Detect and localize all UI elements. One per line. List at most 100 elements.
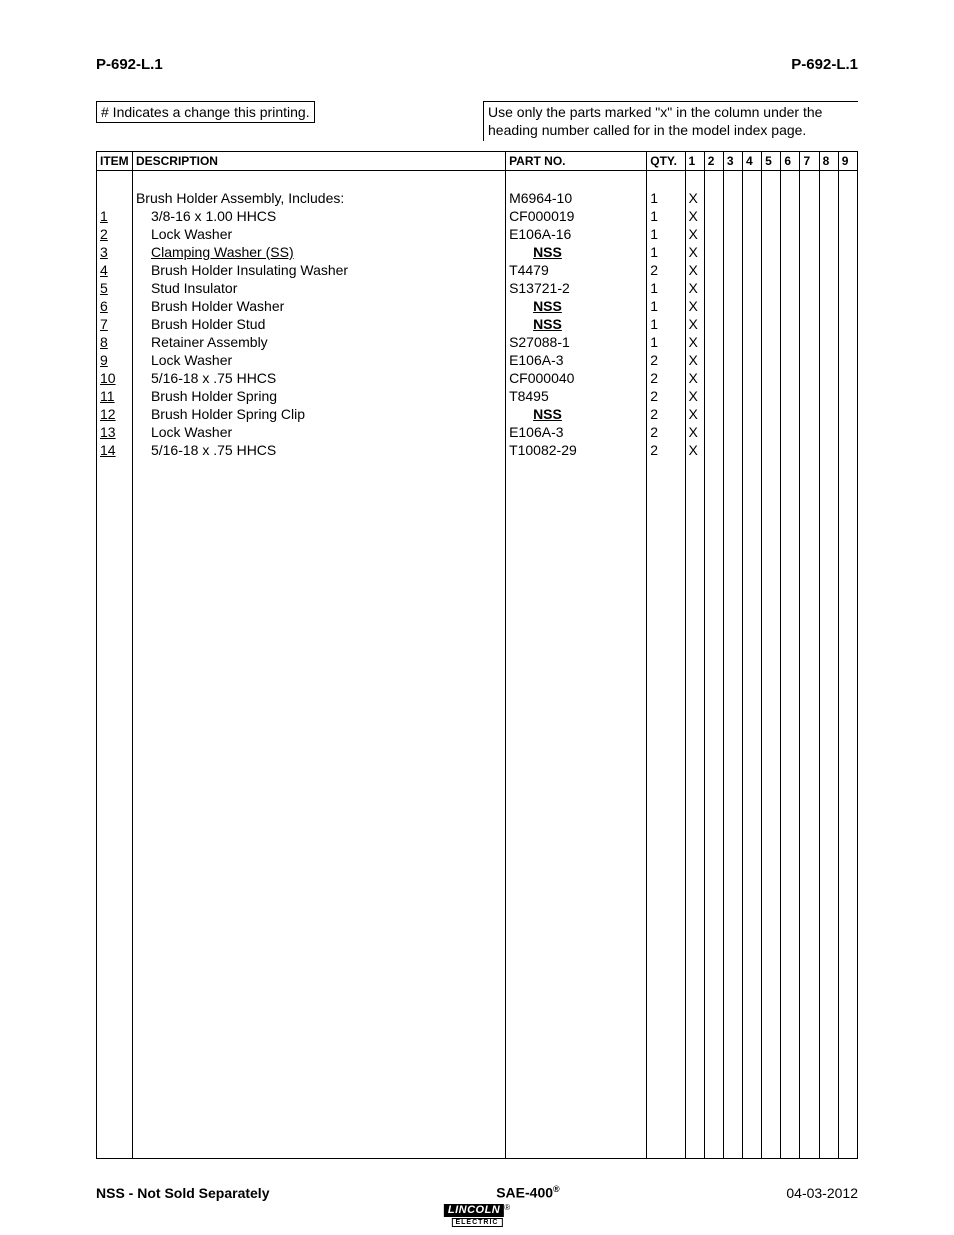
cell-mark <box>704 387 723 405</box>
cell-mark: X <box>685 261 704 279</box>
cell-mark <box>743 261 762 279</box>
cell-mark <box>838 333 857 351</box>
cell-mark <box>838 441 857 459</box>
col-3: 3 <box>723 152 742 171</box>
filler-cell <box>743 459 762 1159</box>
cell-mark <box>781 387 800 405</box>
cell-mark <box>743 279 762 297</box>
cell-item: 2 <box>97 225 133 243</box>
cell-mark <box>743 351 762 369</box>
cell-mark <box>819 405 838 423</box>
cell-mark <box>743 207 762 225</box>
filler-cell <box>97 459 133 1159</box>
cell-part-no: S27088-1 <box>506 333 647 351</box>
cell-mark <box>743 405 762 423</box>
cell-qty: 1 <box>647 333 685 351</box>
cell-mark <box>838 423 857 441</box>
cell-mark <box>838 369 857 387</box>
cell-mark <box>838 189 857 207</box>
cell-part-no: NSS <box>506 405 647 423</box>
cell-mark <box>743 297 762 315</box>
cell-part-no: NSS <box>506 297 647 315</box>
table-row: 13Lock WasherE106A-32X <box>97 423 858 441</box>
cell-mark <box>781 441 800 459</box>
cell-description: 5/16-18 x .75 HHCS <box>132 441 505 459</box>
col-7: 7 <box>800 152 819 171</box>
cell-mark <box>800 261 819 279</box>
cell-qty: 2 <box>647 387 685 405</box>
cell-mark <box>762 351 781 369</box>
cell-description: 5/16-18 x .75 HHCS <box>132 369 505 387</box>
cell-mark <box>762 423 781 441</box>
cell-item: 10 <box>97 369 133 387</box>
cell-mark <box>819 243 838 261</box>
cell-item: 6 <box>97 297 133 315</box>
cell-description: Stud Insulator <box>132 279 505 297</box>
cell-mark: X <box>685 243 704 261</box>
cell-mark <box>838 261 857 279</box>
cell-mark <box>723 189 742 207</box>
table-row: 3Clamping Washer (SS)NSS1X <box>97 243 858 261</box>
cell-mark <box>704 405 723 423</box>
cell-item: 14 <box>97 441 133 459</box>
footer-model: SAE-400® <box>496 1184 559 1201</box>
cell-mark <box>781 351 800 369</box>
cell-description: Brush Holder Stud <box>132 315 505 333</box>
cell-mark <box>762 369 781 387</box>
cell-part-no: CF000019 <box>506 207 647 225</box>
col-1: 1 <box>685 152 704 171</box>
footer-model-text: SAE-400 <box>496 1185 553 1201</box>
cell-mark: X <box>685 297 704 315</box>
cell-part-no: NSS <box>506 315 647 333</box>
table-row: 4Brush Holder Insulating WasherT44792X <box>97 261 858 279</box>
notes-row: # Indicates a change this printing. Use … <box>96 101 858 141</box>
cell-mark <box>781 423 800 441</box>
filler-cell <box>800 459 819 1159</box>
cell-mark <box>838 279 857 297</box>
cell-item: 9 <box>97 351 133 369</box>
cell-mark <box>819 387 838 405</box>
cell-qty: 1 <box>647 225 685 243</box>
cell-qty: 2 <box>647 441 685 459</box>
filler-cell <box>781 459 800 1159</box>
cell-mark <box>800 189 819 207</box>
cell-qty: 2 <box>647 261 685 279</box>
cell-qty: 1 <box>647 279 685 297</box>
cell-mark <box>743 387 762 405</box>
table-row: 13/8-16 x 1.00 HHCSCF0000191X <box>97 207 858 225</box>
cell-description: Lock Washer <box>132 225 505 243</box>
cell-description: Brush Holder Washer <box>132 297 505 315</box>
cell-mark <box>800 243 819 261</box>
cell-mark <box>819 315 838 333</box>
cell-mark <box>819 441 838 459</box>
cell-description: Brush Holder Spring <box>132 387 505 405</box>
cell-mark <box>704 225 723 243</box>
cell-mark <box>762 261 781 279</box>
cell-item: 12 <box>97 405 133 423</box>
cell-description: 3/8-16 x 1.00 HHCS <box>132 207 505 225</box>
cell-mark <box>819 279 838 297</box>
table-row: 2Lock WasherE106A-161X <box>97 225 858 243</box>
cell-mark <box>762 387 781 405</box>
cell-mark <box>781 261 800 279</box>
cell-mark: X <box>685 189 704 207</box>
col-part: PART NO. <box>506 152 647 171</box>
cell-mark <box>781 207 800 225</box>
cell-mark <box>723 297 742 315</box>
cell-mark <box>800 315 819 333</box>
cell-mark <box>723 261 742 279</box>
cell-mark <box>704 441 723 459</box>
cell-mark <box>781 279 800 297</box>
cell-mark: X <box>685 369 704 387</box>
col-6: 6 <box>781 152 800 171</box>
cell-mark <box>704 189 723 207</box>
col-4: 4 <box>743 152 762 171</box>
filler-row <box>97 459 858 1159</box>
page-footer: NSS - Not Sold Separately SAE-400® 04-03… <box>96 1184 858 1201</box>
cell-mark: X <box>685 279 704 297</box>
table-row: 6Brush Holder WasherNSS1X <box>97 297 858 315</box>
filler-cell <box>838 459 857 1159</box>
cell-mark <box>838 225 857 243</box>
cell-mark <box>723 243 742 261</box>
cell-mark <box>800 225 819 243</box>
